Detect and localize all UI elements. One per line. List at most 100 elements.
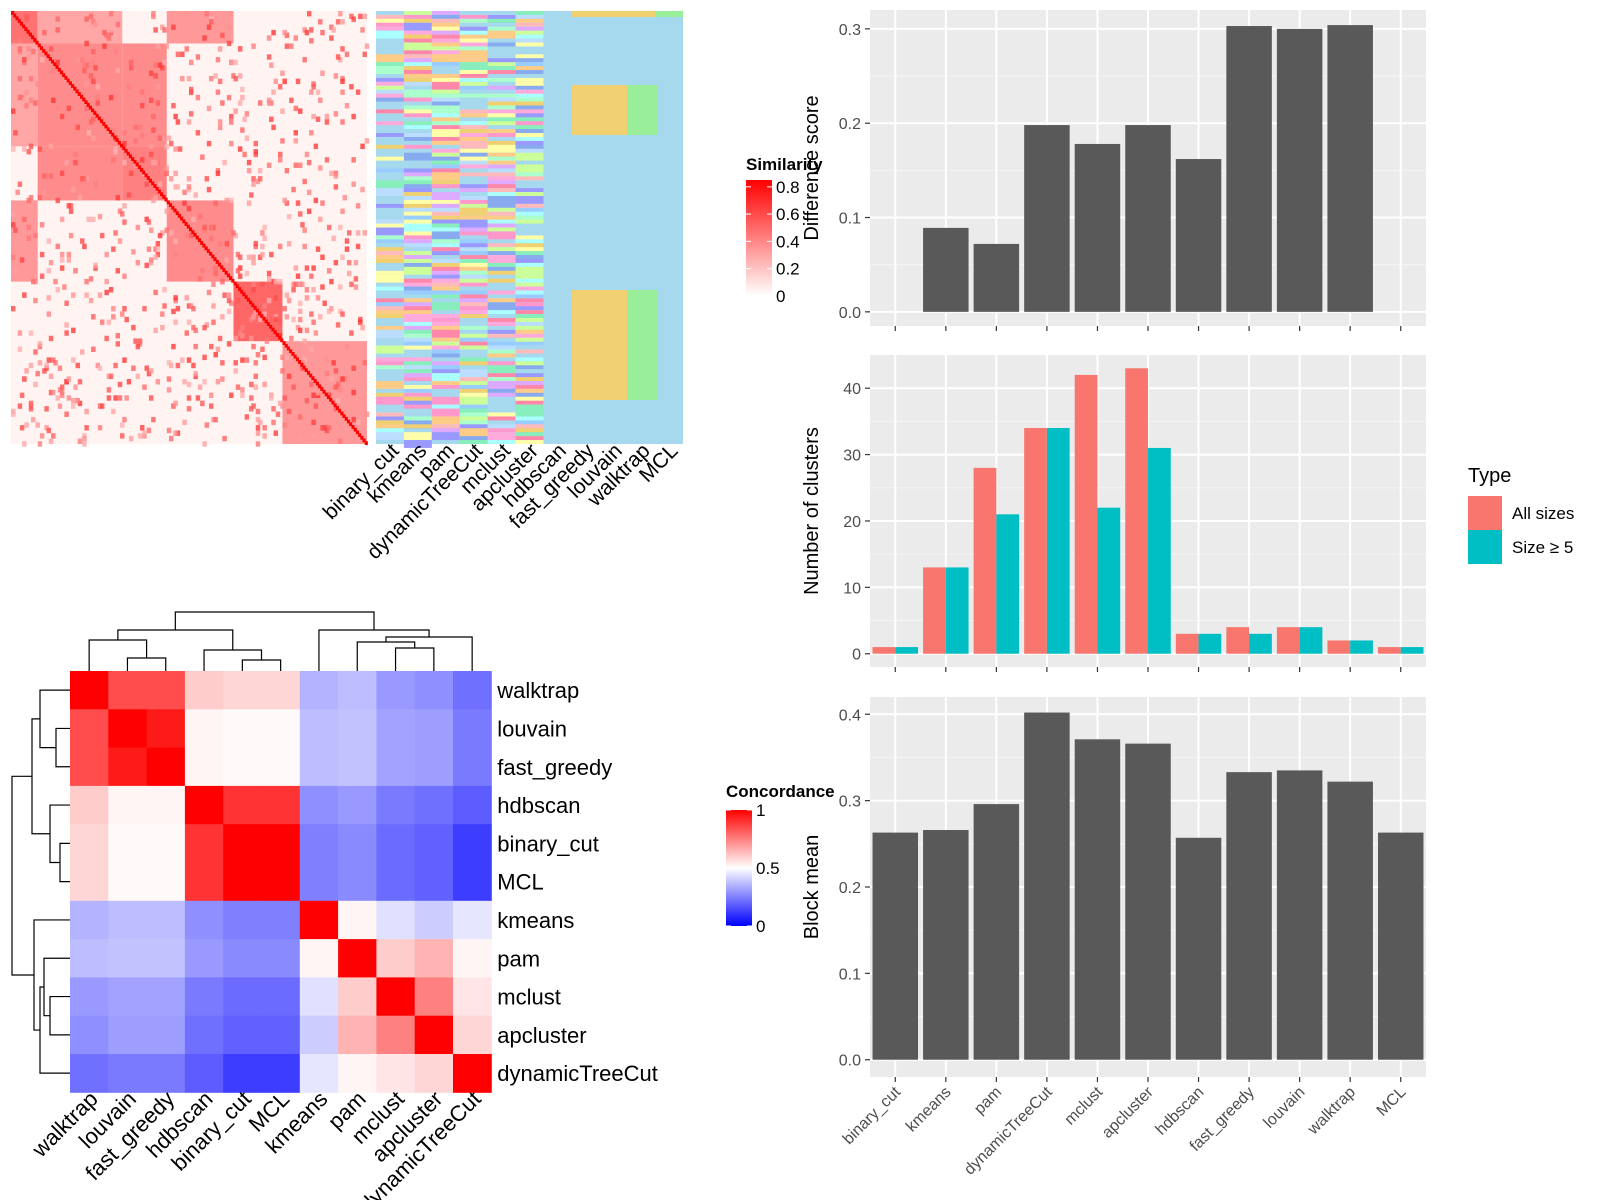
similarity-cell xyxy=(55,197,60,204)
similarity-cell xyxy=(28,219,34,225)
similarity-cell xyxy=(46,357,52,363)
similarity-diagonal-cell xyxy=(46,54,50,59)
membership-cell xyxy=(431,148,460,157)
membership-cell xyxy=(515,14,544,19)
similarity-cell xyxy=(291,287,296,293)
similarity-cell xyxy=(100,319,105,325)
membership-cell xyxy=(376,258,404,263)
similarity-cell xyxy=(146,219,152,225)
similarity-cell xyxy=(79,349,85,355)
type-legend: Type All sizes Size ≥ 5 xyxy=(1468,465,1574,564)
similarity-cell xyxy=(257,100,263,106)
concordance-cell xyxy=(70,862,109,902)
similarity-cell xyxy=(326,224,332,231)
similarity-cell xyxy=(229,113,234,120)
similarity-diagonal-cell xyxy=(88,105,92,110)
similarity-cell xyxy=(88,119,94,125)
bar-walktrap-all-sizes xyxy=(1327,640,1351,654)
similarity-cell xyxy=(298,327,303,334)
similarity-cell xyxy=(48,46,54,52)
similarity-cell xyxy=(11,305,16,312)
membership-cell xyxy=(403,89,432,98)
similarity-cell xyxy=(64,322,69,328)
similarity-cell xyxy=(97,365,103,371)
similarity-cell xyxy=(222,435,227,442)
similarity-cell xyxy=(122,159,127,166)
similarity-cell xyxy=(233,335,238,342)
concordance-cell xyxy=(338,1015,377,1055)
similarity-cell xyxy=(306,208,312,214)
similarity-diagonal-cell xyxy=(108,130,113,134)
similarity-diagonal-cell xyxy=(246,297,250,302)
membership-cell xyxy=(403,97,432,102)
similarity-cell xyxy=(229,392,234,398)
similarity-cell xyxy=(126,192,132,198)
similarity-cell xyxy=(229,59,234,66)
similarity-cell xyxy=(340,311,345,317)
x-tick-label: pam xyxy=(971,1084,1005,1118)
similarity-cell xyxy=(220,278,225,285)
similarity-cell xyxy=(326,425,332,431)
membership-cell xyxy=(487,133,516,137)
similarity-cell xyxy=(282,197,287,204)
similarity-diagonal-cell xyxy=(100,119,104,124)
similarity-cell xyxy=(206,140,212,147)
concordance-cell xyxy=(146,824,186,863)
similarity-diagonal-cell xyxy=(104,124,108,129)
similarity-cell xyxy=(24,16,29,22)
similarity-diagonal-cell xyxy=(335,406,339,410)
similarity-cell xyxy=(266,162,272,168)
similarity-cell xyxy=(204,422,210,428)
similarity-cell xyxy=(333,73,339,79)
similarity-cell xyxy=(289,335,294,342)
membership-cell xyxy=(459,152,488,157)
membership-cell xyxy=(403,73,432,78)
membership-cell xyxy=(515,54,544,59)
membership-cell xyxy=(376,26,404,31)
similarity-cell xyxy=(153,289,158,296)
membership-cell xyxy=(431,353,460,358)
similarity-cell xyxy=(342,195,347,201)
similarity-cell xyxy=(255,351,261,358)
membership-cell xyxy=(431,219,460,224)
similarity-cell xyxy=(44,362,49,369)
similarity-diagonal-cell xyxy=(140,167,144,172)
similarity-cell xyxy=(82,243,87,250)
similarity-cell xyxy=(217,119,223,125)
concordance-cell xyxy=(108,671,148,710)
similarity-diagonal-cell xyxy=(157,189,161,194)
concordance-cell xyxy=(299,709,339,749)
similarity-cell xyxy=(186,381,192,388)
similarity-diagonal-cell xyxy=(42,48,46,53)
dendrogram-branch xyxy=(31,718,50,835)
similarity-diagonal-cell xyxy=(13,13,17,18)
concordance-cell xyxy=(376,785,416,825)
similarity-diagonal-cell xyxy=(286,346,291,351)
y-axis-label: Number of clusters xyxy=(801,427,823,595)
similarity-cell xyxy=(155,246,161,252)
membership-cell xyxy=(376,121,404,126)
similarity-cell xyxy=(115,195,121,201)
membership-cell xyxy=(403,325,432,330)
similarity-cell xyxy=(93,65,98,71)
similarity-cell xyxy=(351,389,356,396)
membership-cell xyxy=(459,270,488,275)
membership-cell xyxy=(376,329,404,338)
similarity-cell xyxy=(184,295,189,301)
concordance-cell xyxy=(184,862,224,902)
similarity-cell xyxy=(195,395,201,401)
similarity-legend-tick-label: 0 xyxy=(776,287,785,306)
membership-cell xyxy=(487,278,516,283)
membership-cell xyxy=(431,302,460,311)
similarity-diagonal-cell xyxy=(73,86,77,91)
similarity-cell xyxy=(157,62,163,68)
membership-cell xyxy=(459,377,488,382)
similarity-diagonal-cell xyxy=(222,268,226,272)
similarity-cell xyxy=(273,278,278,285)
similarity-cell xyxy=(15,189,20,196)
similarity-diagonal-cell xyxy=(111,132,115,137)
similarity-cell xyxy=(22,146,27,152)
similarity-cell xyxy=(122,130,127,136)
similarity-cell xyxy=(220,376,225,382)
similarity-cell xyxy=(260,230,265,236)
